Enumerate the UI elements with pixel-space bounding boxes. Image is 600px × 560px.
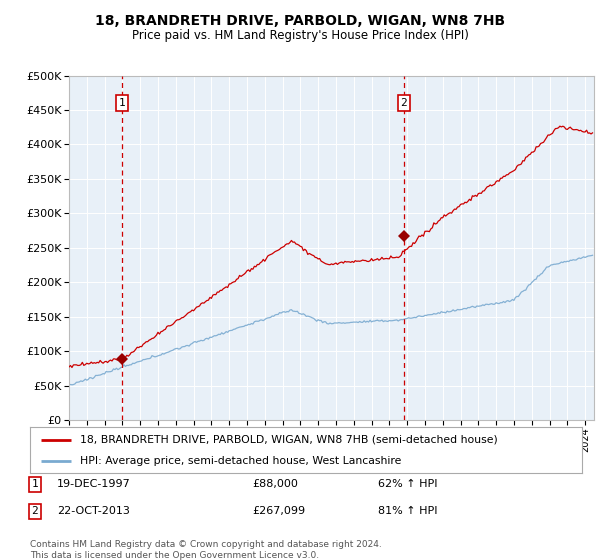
Text: 18, BRANDRETH DRIVE, PARBOLD, WIGAN, WN8 7HB (semi-detached house): 18, BRANDRETH DRIVE, PARBOLD, WIGAN, WN8… xyxy=(80,435,497,445)
Text: 81% ↑ HPI: 81% ↑ HPI xyxy=(378,506,437,516)
Text: 2: 2 xyxy=(31,506,38,516)
Text: £267,099: £267,099 xyxy=(252,506,305,516)
Text: £88,000: £88,000 xyxy=(252,479,298,489)
Text: Price paid vs. HM Land Registry's House Price Index (HPI): Price paid vs. HM Land Registry's House … xyxy=(131,29,469,42)
Text: 62% ↑ HPI: 62% ↑ HPI xyxy=(378,479,437,489)
Text: 1: 1 xyxy=(118,98,125,108)
Text: Contains HM Land Registry data © Crown copyright and database right 2024.
This d: Contains HM Land Registry data © Crown c… xyxy=(30,540,382,560)
Text: 19-DEC-1997: 19-DEC-1997 xyxy=(57,479,131,489)
Text: 18, BRANDRETH DRIVE, PARBOLD, WIGAN, WN8 7HB: 18, BRANDRETH DRIVE, PARBOLD, WIGAN, WN8… xyxy=(95,14,505,28)
Text: 22-OCT-2013: 22-OCT-2013 xyxy=(57,506,130,516)
Text: HPI: Average price, semi-detached house, West Lancashire: HPI: Average price, semi-detached house,… xyxy=(80,456,401,466)
Text: 1: 1 xyxy=(31,479,38,489)
Text: 2: 2 xyxy=(400,98,407,108)
